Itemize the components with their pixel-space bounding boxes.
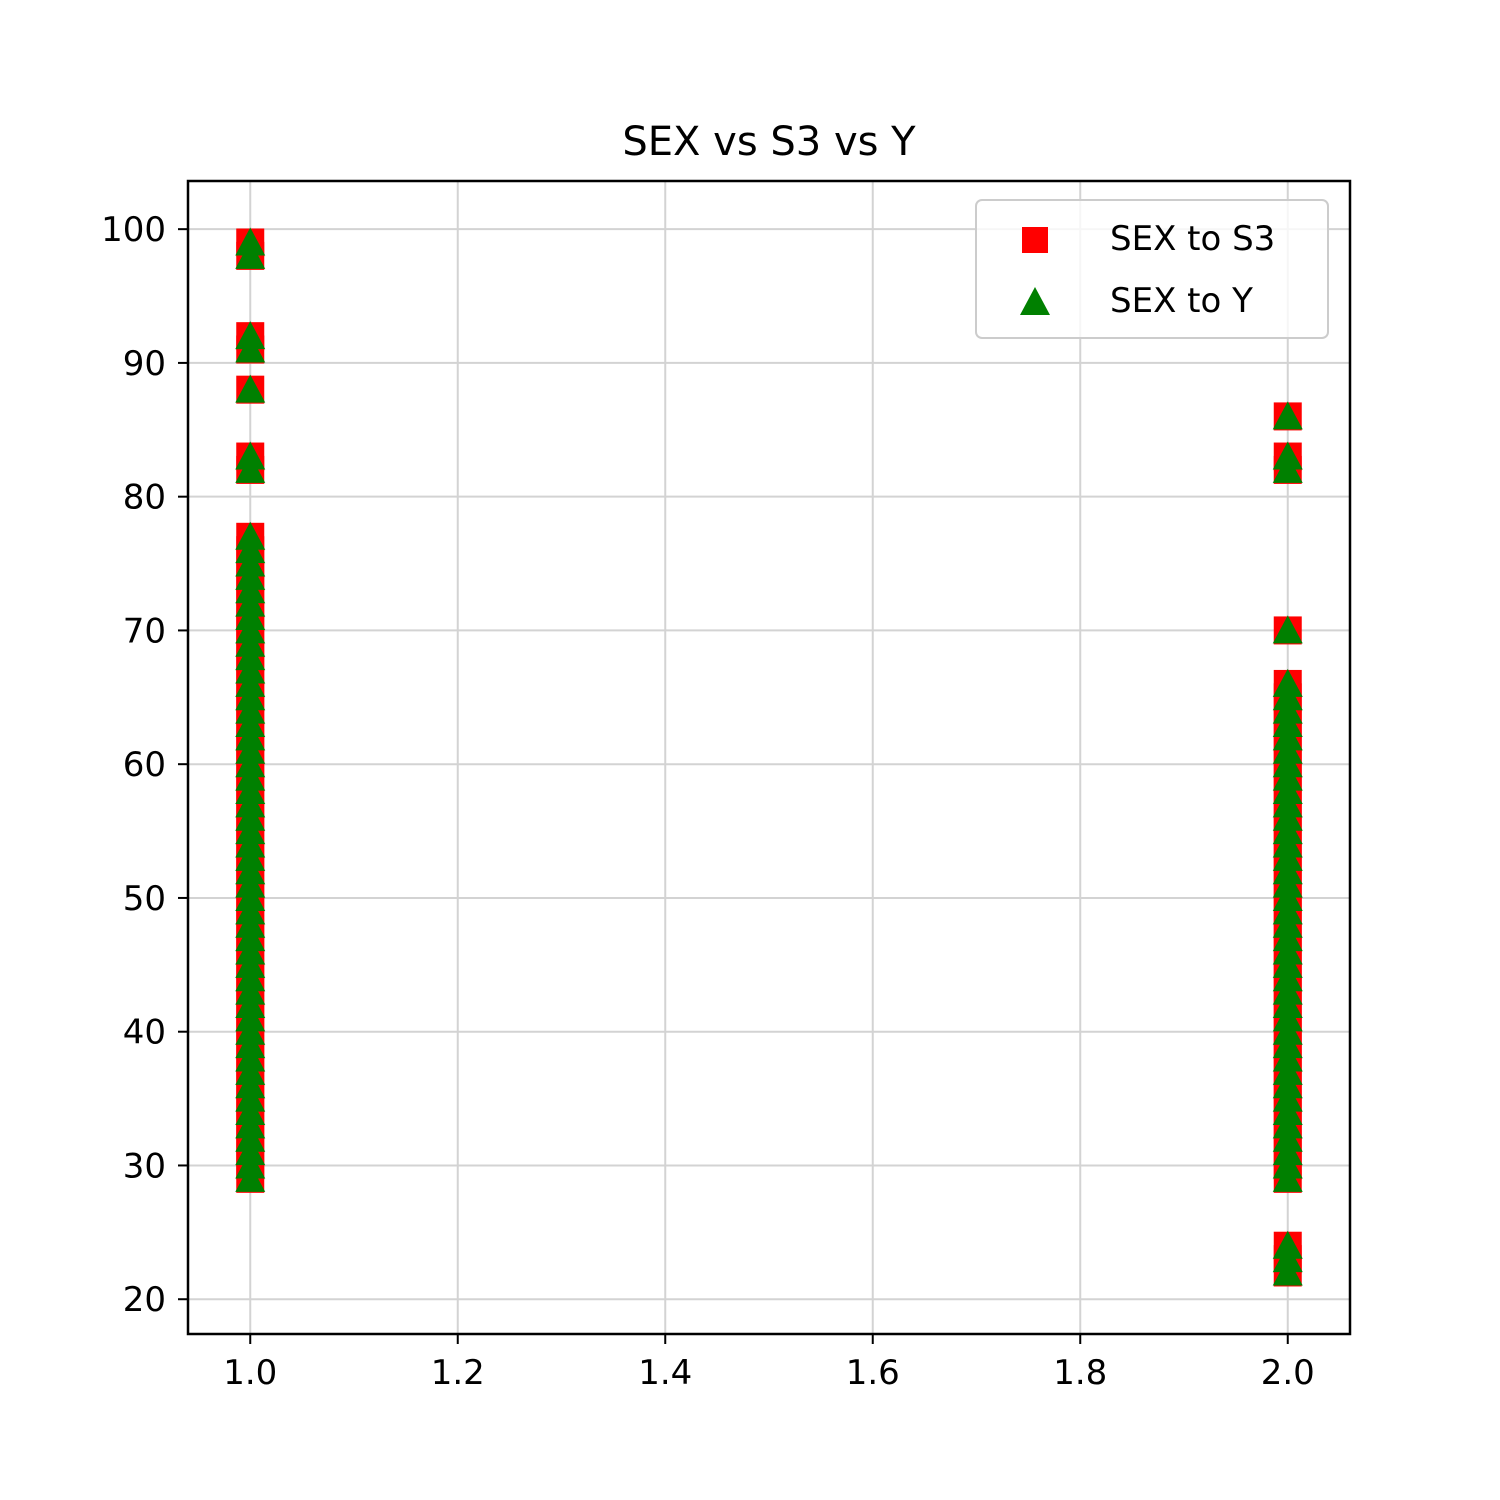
- data-point-triangle: [1272, 615, 1303, 644]
- axis-ticks: 1.0 1.2 1.4 1.6 1.8 2.0 20 30 40 50 60 70 80 90 100: [101, 210, 1315, 1393]
- y-tick-label: 70: [123, 611, 166, 651]
- chart-title: SEX vs S3 vs Y: [622, 119, 916, 165]
- y-tick-label: 90: [123, 344, 166, 384]
- y-tick-label: 100: [101, 210, 166, 250]
- legend-box: [975, 199, 1329, 339]
- x-tick-label: 2.0: [1261, 1353, 1315, 1393]
- legend: SEX to S3 SEX to Y: [975, 199, 1329, 339]
- data-point-triangle: [235, 227, 266, 256]
- data-point-triangle: [235, 441, 266, 470]
- y-tick-label: 80: [123, 478, 166, 518]
- data-point-triangle: [235, 521, 266, 550]
- x-tick-label: 1.0: [223, 1353, 277, 1393]
- data-point-triangle: [235, 321, 266, 350]
- grid-lines: [188, 181, 1350, 1334]
- data-point-triangle: [1272, 441, 1303, 470]
- data-point-triangle: [1272, 401, 1303, 430]
- data-markers: [235, 227, 1303, 1287]
- x-tick-label: 1.6: [846, 1353, 900, 1393]
- legend-label-sex-to-s3: SEX to S3: [1110, 219, 1275, 259]
- y-tick-label: 20: [123, 1280, 166, 1320]
- y-tick-label: 30: [123, 1146, 166, 1186]
- x-tick-label: 1.2: [431, 1353, 485, 1393]
- x-tick-label: 1.8: [1053, 1353, 1107, 1393]
- data-point-triangle: [1272, 1230, 1303, 1259]
- data-point-triangle: [1272, 668, 1303, 697]
- data-point-triangle: [235, 374, 266, 403]
- legend-square-icon: [1022, 227, 1048, 253]
- plot-area-frame: [186, 179, 1352, 1336]
- legend-label-sex-to-y: SEX to Y: [1110, 281, 1253, 321]
- y-tick-label: 40: [123, 1013, 166, 1053]
- y-tick-label: 60: [123, 745, 166, 785]
- legend-triangle-icon: [1020, 287, 1050, 315]
- x-tick-label: 1.4: [638, 1353, 692, 1393]
- y-tick-label: 50: [123, 879, 166, 919]
